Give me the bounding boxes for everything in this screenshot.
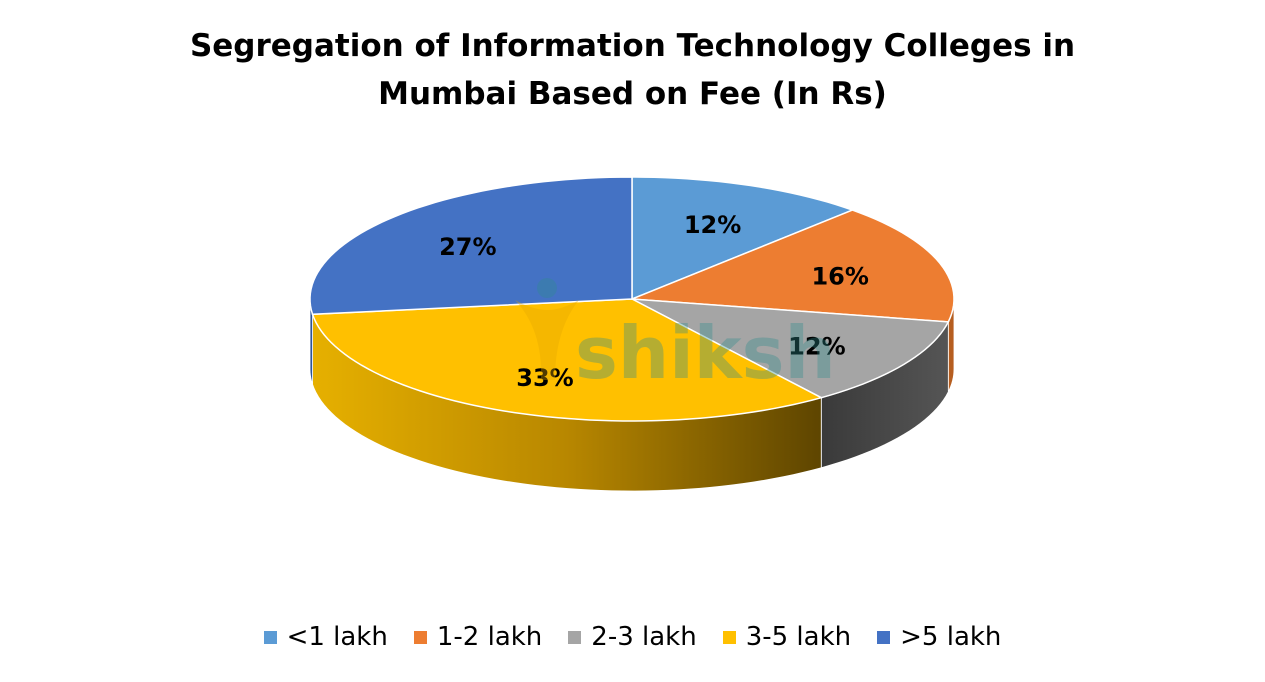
legend-label: 1-2 lakh — [436, 622, 543, 652]
legend-item-<1 lakh: <1 lakh — [263, 622, 388, 652]
legend-swatch — [413, 630, 427, 644]
legend-item-2-3 lakh: 2-3 lakh — [568, 622, 697, 652]
pie-top — [309, 176, 955, 422]
legend-swatch — [568, 630, 582, 644]
legend-item->5 lakh: >5 lakh — [877, 622, 1001, 652]
data-label-<1 lakh: 12% — [684, 211, 741, 239]
pie-slice-<1 lakh — [631, 176, 855, 301]
chart-title: Segregation of Information Technology Co… — [0, 22, 1265, 118]
pie-labels: 12% 16% 12% 33% 27% — [439, 211, 869, 392]
pie-slice-1-2 lakh — [631, 209, 955, 323]
pie-sides — [309, 298, 955, 492]
legend-label: >5 lakh — [900, 622, 1002, 652]
legend-item-1-2 lakh: 1-2 lakh — [413, 622, 543, 652]
data-label-3-5 lakh: 33% — [516, 364, 573, 392]
legend-swatch — [877, 630, 891, 644]
legend-label: 3-5 lakh — [745, 622, 852, 652]
legend-item-3-5 lakh: 3-5 lakh — [722, 622, 852, 652]
legend-label: <1 lakh — [286, 622, 388, 652]
data-label->5 lakh: 27% — [439, 233, 496, 261]
pie-slice-3-5 lakh — [311, 298, 824, 422]
data-label-2-3 lakh: 12% — [788, 333, 845, 361]
chart-title-line-1: Segregation of Information Technology Co… — [189, 28, 1076, 64]
legend-label: 2-3 lakh — [591, 622, 697, 652]
legend-swatch — [722, 630, 736, 644]
pie-slice->5 lakh — [309, 176, 633, 316]
legend-swatch — [263, 630, 277, 644]
chart-title-line-2: Mumbai Based on Fee (In Rs) — [378, 76, 887, 112]
pie-slice-2-3 lakh — [631, 298, 950, 399]
data-label-1-2 lakh: 16% — [811, 262, 868, 290]
chart-legend: <1 lakh 1-2 lakh 2-3 lakh 3-5 lakh >5 lakh — [0, 622, 1265, 652]
